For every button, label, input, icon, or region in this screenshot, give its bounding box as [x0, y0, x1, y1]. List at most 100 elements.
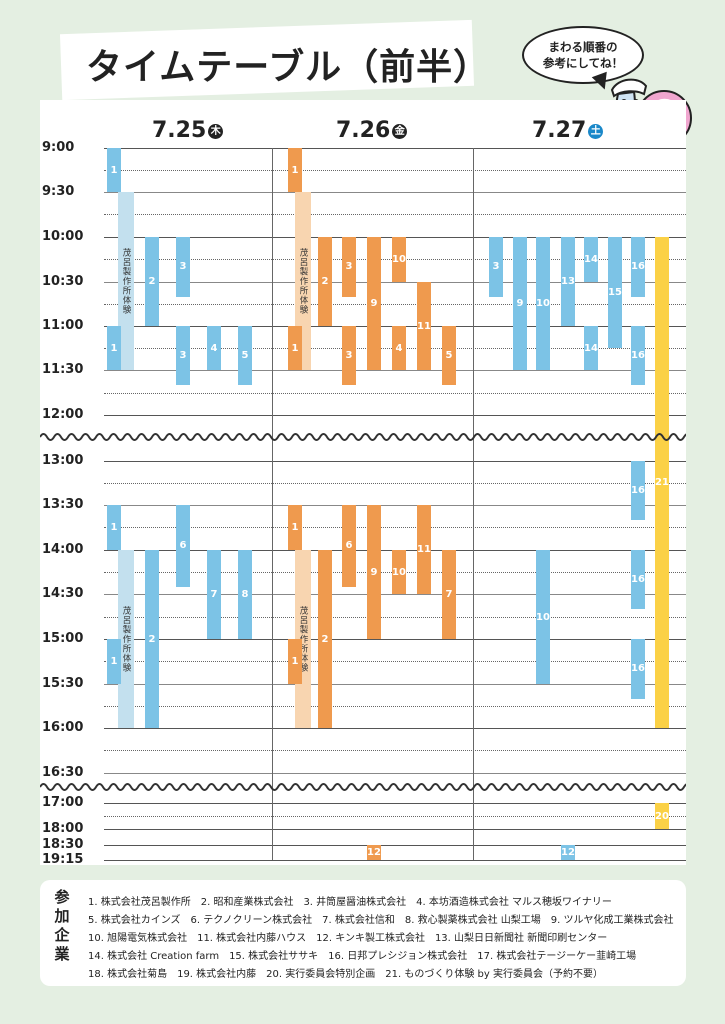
- day-divider: [473, 148, 474, 860]
- event-bar: 7: [442, 550, 456, 639]
- grid-line-dotted: [104, 750, 686, 751]
- bubble-line-2: 参考にしてね！: [542, 56, 624, 70]
- time-label: 15:00: [42, 631, 84, 646]
- grid-line-dotted: [104, 393, 686, 394]
- event-bar: 1: [107, 148, 121, 192]
- grid-line-dotted: [104, 661, 686, 662]
- timetable-sheet: [40, 100, 686, 865]
- event-bar: 16: [631, 326, 645, 385]
- grid-line-solid: [104, 415, 686, 416]
- time-break-wave: [40, 783, 686, 791]
- legend-row: 5. 株式会社カインズ 6. テクノクリーン株式会社 7. 株式会社信和 8. …: [88, 915, 674, 926]
- event-bar: 2: [318, 550, 332, 728]
- event-bar: 7: [207, 550, 221, 639]
- weekday-badge: 土: [588, 123, 604, 139]
- event-bar: 20: [655, 803, 669, 829]
- event-bar: 14: [584, 326, 598, 370]
- time-label: 19:15: [42, 852, 84, 867]
- event-bar: 15: [608, 237, 622, 348]
- grid-line-dotted: [104, 304, 686, 305]
- event-bar: 10: [392, 550, 406, 594]
- grid-line-half: [104, 505, 686, 506]
- event-bar: 4: [207, 326, 221, 370]
- event-bar: 茂呂製作所体験: [118, 550, 134, 728]
- weekday-badge: 木: [208, 123, 224, 139]
- grid-line-solid: [104, 148, 686, 149]
- time-label: 14:30: [42, 586, 84, 601]
- event-bar: 5: [442, 326, 456, 385]
- event-bar: 1: [288, 505, 302, 550]
- time-label: 11:00: [42, 318, 84, 333]
- grid-line-half: [104, 192, 686, 193]
- grid-line-solid: [104, 728, 686, 729]
- time-label: 16:00: [42, 720, 84, 735]
- day-divider: [272, 148, 273, 860]
- day-date: 7.25: [152, 118, 207, 143]
- grid-line-solid: [104, 860, 686, 861]
- grid-line-solid: [104, 803, 686, 804]
- event-bar: 2: [145, 550, 159, 728]
- time-label: 9:30: [42, 184, 75, 199]
- legend-panel: [40, 880, 686, 986]
- grid-line-half: [104, 773, 686, 774]
- time-label: 18:30: [42, 837, 84, 852]
- event-bar: 16: [631, 461, 645, 520]
- grid-line-dotted: [104, 214, 686, 215]
- page-title: タイムテーブル（前半）: [86, 47, 491, 88]
- event-bar: 1: [288, 639, 302, 684]
- event-bar: 5: [238, 326, 252, 385]
- grid-line-dotted: [104, 170, 686, 171]
- event-bar: 9: [367, 237, 381, 370]
- legend-row: 18. 株式会社菊島 19. 株式会社内藤 20. 実行委員会特別企画 21. …: [88, 969, 603, 980]
- event-bar: 茂呂製作所体験: [118, 192, 134, 370]
- event-bar: 1: [107, 326, 121, 370]
- bubble-line-1: まわる順番の: [548, 40, 618, 54]
- grid-line-dotted: [104, 617, 686, 618]
- time-label: 17:00: [42, 795, 84, 810]
- event-bar: 1: [107, 639, 121, 684]
- time-label: 18:00: [42, 821, 84, 836]
- event-bar: 16: [631, 237, 645, 297]
- grid-line-solid: [104, 639, 686, 640]
- event-bar: 10: [392, 237, 406, 282]
- grid-line-dotted: [104, 816, 686, 817]
- time-label: 11:30: [42, 362, 84, 377]
- time-label: 14:00: [42, 542, 84, 557]
- event-bar: 21: [655, 237, 669, 728]
- event-bar: 11: [417, 505, 431, 594]
- grid-line-dotted: [104, 527, 686, 528]
- time-label: 13:30: [42, 497, 84, 512]
- event-bar: 6: [342, 505, 356, 587]
- event-bar: 6: [176, 505, 190, 587]
- day-header-27: 7.27 土: [532, 118, 604, 143]
- legend-row: 14. 株式会社 Creation farm 15. 株式会社ササキ 16. 日…: [88, 951, 637, 962]
- event-bar: 9: [513, 237, 527, 370]
- event-bar: 3: [176, 237, 190, 297]
- event-bar: 16: [631, 550, 645, 609]
- event-bar: 1: [288, 326, 302, 370]
- time-break-wave: [40, 433, 686, 441]
- time-label: 15:30: [42, 676, 84, 691]
- event-bar: 2: [145, 237, 159, 326]
- grid-line-solid: [104, 461, 686, 462]
- day-header-26: 7.26 金: [336, 118, 408, 143]
- legend-row: 1. 株式会社茂呂製作所 2. 昭和産業株式会社 3. 井筒屋醤油株式会社 4.…: [88, 897, 612, 908]
- day-date: 7.27: [532, 118, 587, 143]
- time-label: 12:00: [42, 407, 84, 422]
- grid-line-solid: [104, 845, 686, 846]
- event-bar: 8: [238, 550, 252, 639]
- event-bar: 4: [392, 326, 406, 370]
- event-bar: 茂呂製作所体験: [295, 192, 311, 370]
- weekday-badge: 金: [392, 123, 408, 139]
- event-bar: 11: [417, 282, 431, 370]
- event-bar: 2: [318, 237, 332, 326]
- grid-line-dotted: [104, 483, 686, 484]
- day-header-25: 7.25 木: [152, 118, 224, 143]
- event-bar: 3: [342, 237, 356, 297]
- time-label: 10:30: [42, 274, 84, 289]
- legend-heading: 参加企業: [54, 888, 70, 963]
- event-bar: 10: [536, 550, 550, 684]
- event-bar: 10: [536, 237, 550, 370]
- event-bar: 3: [176, 326, 190, 385]
- event-bar: 12: [561, 845, 575, 860]
